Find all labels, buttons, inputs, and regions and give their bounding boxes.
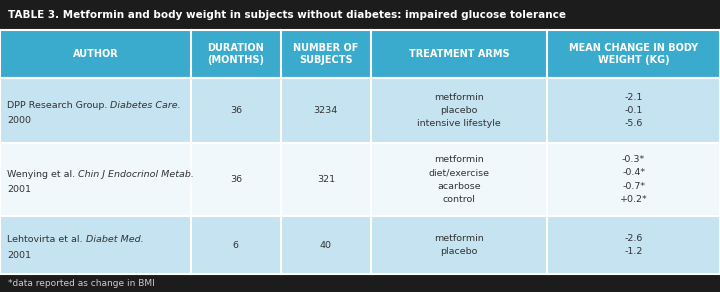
Text: TABLE 3. Metformin and body weight in subjects without diabetes: impaired glucos: TABLE 3. Metformin and body weight in su… [8, 10, 566, 20]
Text: 6: 6 [233, 241, 239, 249]
Text: control: control [443, 195, 475, 204]
Text: DPP Research Group.: DPP Research Group. [7, 101, 110, 110]
Text: Wenying et al.: Wenying et al. [7, 170, 78, 179]
Bar [0, 0, 720, 30]
Text: -2.1: -2.1 [624, 93, 643, 102]
Text: intensive lifestyle: intensive lifestyle [417, 119, 501, 128]
Text: metformin: metformin [434, 93, 484, 102]
Text: MEAN CHANGE IN BODY
WEIGHT (KG): MEAN CHANGE IN BODY WEIGHT (KG) [569, 43, 698, 65]
Text: metformin: metformin [434, 155, 484, 164]
Text: 36: 36 [230, 175, 242, 184]
Text: 2001: 2001 [7, 185, 31, 194]
Text: -0.7*: -0.7* [622, 182, 645, 191]
Text: placebo: placebo [441, 247, 477, 256]
Text: Lehtovirta et al.: Lehtovirta et al. [7, 236, 86, 244]
Text: DURATION
(MONTHS): DURATION (MONTHS) [207, 43, 264, 65]
Text: 36: 36 [230, 106, 242, 115]
Bar [0, 30, 720, 78]
Text: placebo: placebo [441, 106, 477, 115]
Text: -0.4*: -0.4* [622, 168, 645, 177]
Text: TREATMENT ARMS: TREATMENT ARMS [409, 49, 509, 59]
Text: 2001: 2001 [7, 251, 31, 260]
Text: -2.6: -2.6 [624, 234, 643, 243]
Bar [0, 143, 720, 216]
Text: *data reported as change in BMI: *data reported as change in BMI [8, 279, 155, 288]
Text: Diabetes Care.: Diabetes Care. [110, 101, 181, 110]
Bar [0, 274, 720, 292]
Text: -5.6: -5.6 [624, 119, 643, 128]
Text: Chin J Endocrinol Metab.: Chin J Endocrinol Metab. [78, 170, 194, 179]
Text: 2000: 2000 [7, 116, 31, 125]
Text: AUTHOR: AUTHOR [73, 49, 118, 59]
Text: -0.1: -0.1 [624, 106, 643, 115]
Text: metformin: metformin [434, 234, 484, 243]
Text: -1.2: -1.2 [624, 247, 643, 256]
Text: NUMBER OF
SUBJECTS: NUMBER OF SUBJECTS [293, 43, 359, 65]
Bar [0, 78, 720, 143]
Text: diet/exercise: diet/exercise [428, 168, 490, 177]
Text: +0.2*: +0.2* [620, 195, 647, 204]
Text: Diabet Med.: Diabet Med. [86, 236, 143, 244]
Text: 321: 321 [317, 175, 335, 184]
Bar [0, 216, 720, 274]
Text: 40: 40 [320, 241, 332, 249]
Text: 3234: 3234 [314, 106, 338, 115]
Text: acarbose: acarbose [437, 182, 481, 191]
Text: -0.3*: -0.3* [622, 155, 645, 164]
